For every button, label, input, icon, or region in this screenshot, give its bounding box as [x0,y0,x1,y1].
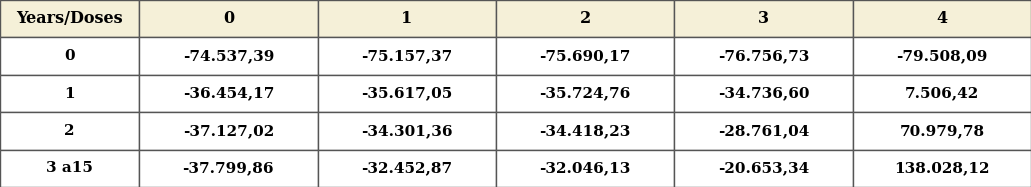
Bar [139,112,318,150]
Bar [674,150,853,187]
Bar [139,150,318,187]
Bar [853,150,1031,187]
Text: -36.454,17: -36.454,17 [182,87,274,100]
Bar [139,37,318,75]
Bar [0,75,139,112]
Text: -34.736,60: -34.736,60 [718,87,809,100]
Text: 1: 1 [401,10,412,27]
Bar [674,75,853,112]
Text: 3: 3 [758,10,769,27]
Text: -34.418,23: -34.418,23 [539,124,631,138]
Bar [318,0,496,37]
Text: -37.127,02: -37.127,02 [182,124,274,138]
Text: -76.756,73: -76.756,73 [718,49,809,63]
Text: -35.724,76: -35.724,76 [539,87,631,100]
Bar [853,0,1031,37]
Bar [496,0,674,37]
Text: 2: 2 [64,124,75,138]
Bar [139,75,318,112]
Bar [674,37,853,75]
Bar [139,37,318,75]
Bar [318,112,496,150]
Bar [0,150,139,187]
Bar [674,150,853,187]
Bar [0,112,139,150]
Bar [318,75,496,112]
Text: -28.761,04: -28.761,04 [718,124,809,138]
Bar [139,0,318,37]
Bar [853,37,1031,75]
Text: -32.452,87: -32.452,87 [361,161,453,175]
Bar [496,150,674,187]
Text: -75.157,37: -75.157,37 [361,49,453,63]
Bar [496,75,674,112]
Bar [318,37,496,75]
Bar [853,75,1031,112]
Bar [853,75,1031,112]
Bar [853,112,1031,150]
Text: Years/Doses: Years/Doses [16,10,123,27]
Bar [139,75,318,112]
Bar [496,0,674,37]
Bar [0,150,139,187]
Bar [674,0,853,37]
Bar [674,112,853,150]
Bar [853,0,1031,37]
Text: -74.537,39: -74.537,39 [182,49,274,63]
Text: -32.046,13: -32.046,13 [539,161,631,175]
Bar [139,112,318,150]
Bar [496,150,674,187]
Bar [0,0,139,37]
Bar [318,75,496,112]
Bar [853,150,1031,187]
Text: 3 a15: 3 a15 [46,161,93,175]
Text: -79.508,09: -79.508,09 [896,49,988,63]
Bar [318,37,496,75]
Text: 70.979,78: 70.979,78 [899,124,985,138]
Bar [318,150,496,187]
Bar [496,37,674,75]
Bar [853,112,1031,150]
Text: -35.617,05: -35.617,05 [361,87,453,100]
Bar [318,150,496,187]
Text: -37.799,86: -37.799,86 [182,161,274,175]
Bar [674,37,853,75]
Bar [139,0,318,37]
Text: 138.028,12: 138.028,12 [894,161,990,175]
Bar [853,37,1031,75]
Bar [0,37,139,75]
Bar [674,0,853,37]
Bar [674,112,853,150]
Text: 0: 0 [64,49,75,63]
Bar [318,112,496,150]
Bar [0,0,139,37]
Text: 2: 2 [579,10,591,27]
Bar [496,112,674,150]
Text: -75.690,17: -75.690,17 [539,49,631,63]
Text: -20.653,34: -20.653,34 [718,161,809,175]
Bar [0,112,139,150]
Text: -34.301,36: -34.301,36 [361,124,453,138]
Bar [496,75,674,112]
Bar [139,150,318,187]
Text: 0: 0 [223,10,234,27]
Bar [0,75,139,112]
Text: 1: 1 [64,87,75,100]
Bar [318,0,496,37]
Bar [496,37,674,75]
Text: 4: 4 [936,10,947,27]
Text: 7.506,42: 7.506,42 [904,87,979,100]
Bar [674,75,853,112]
Bar [0,37,139,75]
Bar [496,112,674,150]
